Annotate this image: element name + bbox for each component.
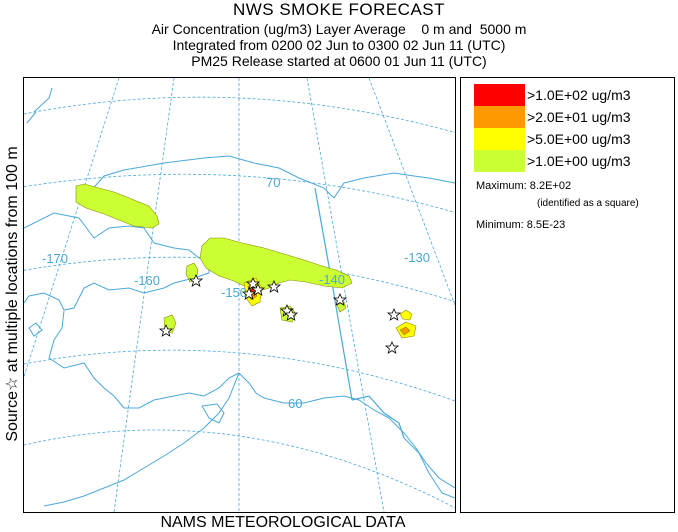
plume-central: [199, 237, 353, 293]
plume-east-2-core: [399, 326, 411, 336]
lon-label-140: -140: [319, 272, 345, 287]
coast-north-slope: [88, 155, 335, 199]
star-icon: [188, 274, 204, 287]
map-panel: -170 -160 -150 -140 -130 70 60: [23, 77, 456, 513]
lat-label-60: 60: [288, 396, 302, 411]
source-markers: [158, 274, 402, 354]
smoke-plumes: [75, 183, 417, 339]
longitude-line: [113, 78, 175, 512]
legend-label-4: >1.0E+00 ug/m3: [527, 153, 631, 169]
longitude-line: [306, 78, 385, 512]
minimum-value: Minimum: 8.5E-23: [476, 219, 566, 231]
coast-st-lawrence: [28, 322, 43, 337]
legend-label-3: >5.0E+00 ug/m3: [527, 131, 631, 147]
maximum-note: (identified as a square): [537, 198, 639, 209]
lon-label-160: -160: [134, 273, 160, 288]
star-icon: [241, 287, 257, 300]
latitude-line-60: [24, 429, 455, 509]
legend-label-1: >1.0E+02 ug/m3: [527, 87, 631, 103]
subtitle-release: PM25 Release started at 0600 01 Jun 11 (…: [191, 53, 487, 69]
longitude-line: [24, 78, 120, 378]
lon-label-170: -170: [42, 251, 68, 266]
legend-swatch-red: [474, 84, 525, 106]
coast-bering: [48, 310, 240, 409]
lon-label-130: -130: [404, 250, 430, 265]
legend-swatch-lime: [474, 150, 525, 172]
legend-swatch-orange: [474, 106, 525, 128]
coast-kodiak: [201, 403, 225, 424]
panhandle-border: [351, 395, 405, 439]
lat-label-70: 70: [266, 175, 280, 190]
legend-label-2: >2.0E+01 ug/m3: [527, 109, 631, 125]
coast-seward-peninsula: [24, 212, 210, 311]
latitude-line: [24, 349, 455, 402]
source-label: Source☆ at multiple locations from 100 m: [4, 146, 21, 442]
graticule: [24, 78, 455, 512]
graticule-labels: -170 -160 -150 -140 -130 70 60: [42, 175, 430, 411]
coast-chukotka: [26, 87, 53, 124]
map-svg: -170 -160 -150 -140 -130 70 60: [24, 78, 455, 512]
star-icon: [245, 277, 261, 290]
star-icon: [386, 308, 402, 321]
coast-panhandle: [403, 437, 455, 499]
maximum-value: Maximum: 8.2E+02: [476, 180, 572, 192]
longitude-line: [368, 78, 455, 307]
page-title: NWS SMOKE FORECAST: [232, 0, 446, 19]
subtitle-integration: Integrated from 0200 02 Jun to 0300 02 J…: [172, 37, 506, 53]
star-icon: [283, 308, 299, 321]
alaska-canada-border: [314, 187, 353, 401]
plume-northwest: [75, 183, 160, 229]
star-icon: [384, 341, 400, 354]
subtitle-concentration: Air Concentration (ug/m3) Layer Average …: [151, 21, 527, 37]
footer-data-source: NAMS METEOROLOGICAL DATA: [160, 514, 406, 531]
star-icon: [332, 293, 348, 306]
coast-alaska-peninsula: [43, 372, 240, 507]
coast-beaufort: [333, 172, 455, 199]
coast-gulf-of-alaska: [238, 372, 455, 489]
latitude-line: [24, 96, 455, 133]
latitude-line-70: [24, 173, 455, 213]
legend-panel: >1.0E+02 ug/m3 >2.0E+01 ug/m3 >5.0E+00 u…: [460, 77, 675, 513]
star-icon: [158, 324, 174, 337]
lon-label-150: -150: [221, 285, 247, 300]
star-icon: [266, 280, 282, 293]
plume-east-1: [399, 309, 413, 321]
legend-swatch-yellow: [474, 128, 525, 150]
